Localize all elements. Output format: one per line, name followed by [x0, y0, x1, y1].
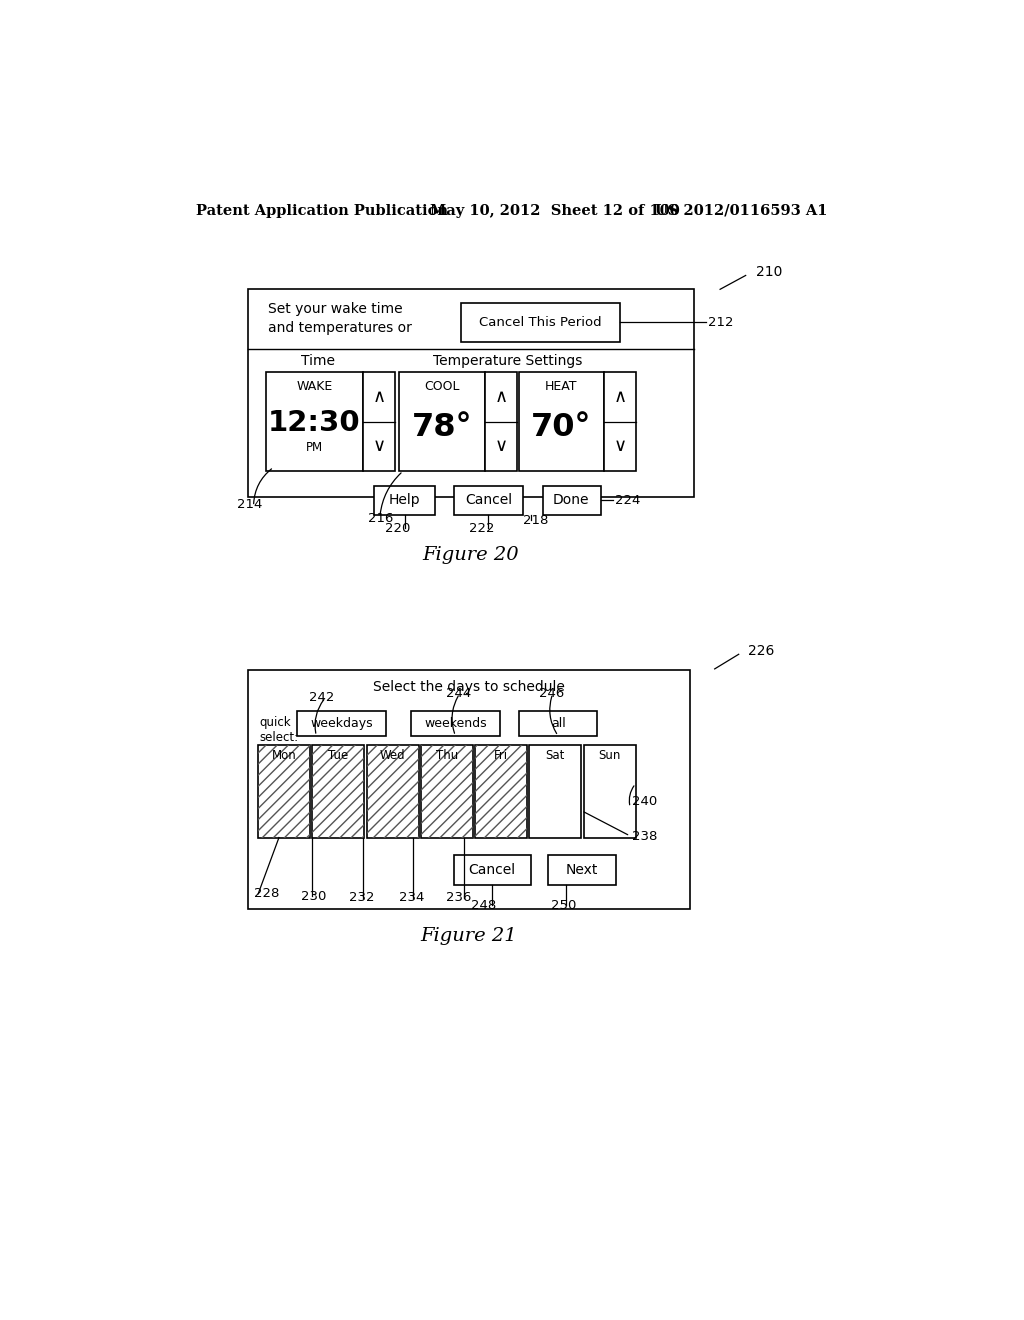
Text: 238: 238 — [632, 829, 657, 842]
Bar — [584, 744, 636, 838]
Text: Cancel: Cancel — [465, 494, 512, 507]
Text: US 2012/0116593 A1: US 2012/0116593 A1 — [655, 203, 827, 218]
Bar — [297, 711, 386, 737]
Bar — [461, 304, 621, 342]
Text: 228: 228 — [254, 887, 280, 900]
Text: 78°: 78° — [412, 412, 472, 444]
Bar — [604, 372, 636, 471]
Text: Tue: Tue — [329, 750, 348, 763]
Text: weekends: weekends — [424, 717, 486, 730]
Text: ∧: ∧ — [495, 388, 507, 407]
Bar — [248, 289, 693, 498]
Text: Mon: Mon — [271, 750, 297, 763]
Text: 226: 226 — [748, 644, 774, 659]
Text: 220: 220 — [385, 521, 411, 535]
Bar — [312, 744, 365, 838]
Bar — [367, 744, 419, 838]
Bar — [543, 486, 601, 515]
Text: COOL: COOL — [424, 380, 460, 393]
Bar — [454, 486, 523, 515]
Text: ∧: ∧ — [613, 388, 627, 407]
Text: Figure 20: Figure 20 — [423, 546, 519, 564]
Text: Cancel: Cancel — [469, 863, 516, 876]
Bar — [399, 372, 484, 471]
Bar — [312, 744, 365, 838]
Text: 12:30: 12:30 — [268, 408, 360, 437]
Text: 212: 212 — [708, 315, 733, 329]
Text: ∨: ∨ — [373, 437, 386, 455]
Bar — [362, 372, 395, 471]
Text: Temperature Settings: Temperature Settings — [433, 354, 583, 368]
Text: 248: 248 — [471, 899, 497, 912]
Bar — [529, 744, 582, 838]
Text: 218: 218 — [523, 513, 549, 527]
Bar — [519, 711, 597, 737]
Text: and temperatures or: and temperatures or — [267, 321, 412, 335]
Bar — [518, 372, 604, 471]
Text: Patent Application Publication: Patent Application Publication — [197, 203, 449, 218]
Text: HEAT: HEAT — [545, 380, 578, 393]
Text: quick: quick — [259, 717, 291, 730]
Text: 224: 224 — [614, 494, 640, 507]
Bar — [266, 372, 362, 471]
Text: Sat: Sat — [546, 750, 565, 763]
Bar — [258, 744, 310, 838]
Text: Help: Help — [389, 494, 421, 507]
Text: Done: Done — [553, 494, 590, 507]
Text: 70°: 70° — [531, 412, 592, 444]
Text: 244: 244 — [445, 686, 471, 700]
Text: 250: 250 — [551, 899, 577, 912]
Bar — [248, 671, 690, 909]
Text: Figure 21: Figure 21 — [421, 927, 517, 945]
Text: 214: 214 — [237, 499, 262, 511]
Bar — [367, 744, 419, 838]
Bar — [258, 744, 310, 838]
Bar — [421, 744, 473, 838]
Bar — [454, 855, 531, 884]
Text: ∨: ∨ — [613, 437, 627, 455]
Text: ∨: ∨ — [495, 437, 507, 455]
Text: ∧: ∧ — [373, 388, 386, 407]
Text: 216: 216 — [369, 512, 393, 525]
Text: WAKE: WAKE — [296, 380, 333, 393]
Text: 242: 242 — [309, 690, 335, 704]
Text: Sun: Sun — [598, 750, 621, 763]
Text: 246: 246 — [539, 686, 564, 700]
Text: 236: 236 — [445, 891, 471, 904]
Text: weekdays: weekdays — [310, 717, 373, 730]
Text: 222: 222 — [469, 521, 495, 535]
Text: Set your wake time: Set your wake time — [267, 302, 402, 317]
Text: PM: PM — [306, 441, 323, 454]
Text: Select the days to schedule: Select the days to schedule — [373, 680, 565, 694]
Text: Wed: Wed — [380, 750, 406, 763]
Text: select:: select: — [259, 731, 298, 744]
Text: 210: 210 — [756, 265, 782, 280]
Text: Next: Next — [566, 863, 598, 876]
Text: 240: 240 — [632, 795, 657, 808]
Bar — [484, 372, 517, 471]
Text: Cancel This Period: Cancel This Period — [479, 315, 602, 329]
Bar — [375, 486, 435, 515]
Text: 232: 232 — [349, 891, 375, 904]
Text: all: all — [551, 717, 565, 730]
Text: 234: 234 — [399, 891, 425, 904]
Text: May 10, 2012  Sheet 12 of 100: May 10, 2012 Sheet 12 of 100 — [430, 203, 680, 218]
Bar — [475, 744, 527, 838]
Bar — [548, 855, 616, 884]
Text: Fri: Fri — [495, 750, 508, 763]
Bar — [411, 711, 500, 737]
Bar — [475, 744, 527, 838]
Text: Thu: Thu — [436, 750, 458, 763]
Bar — [421, 744, 473, 838]
Text: 230: 230 — [301, 890, 327, 903]
Text: Time: Time — [301, 354, 335, 368]
